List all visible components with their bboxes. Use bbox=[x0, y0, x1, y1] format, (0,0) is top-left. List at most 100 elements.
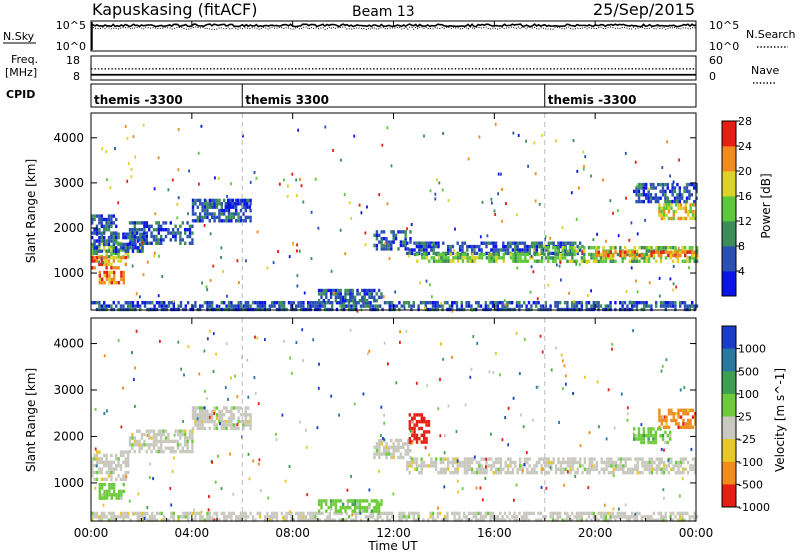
power-cell bbox=[524, 252, 527, 257]
velocity-cell bbox=[663, 425, 666, 429]
power-cell bbox=[191, 212, 195, 216]
power-cell bbox=[592, 301, 595, 305]
velocity-cell bbox=[244, 419, 247, 424]
velocity-cell bbox=[328, 511, 331, 516]
power-cell bbox=[155, 228, 158, 232]
velocity-ytick-label: 2000 bbox=[53, 429, 84, 443]
power-cell bbox=[590, 256, 593, 260]
power-cell bbox=[158, 301, 161, 305]
velocity-speck bbox=[283, 339, 285, 343]
power-cell bbox=[449, 259, 453, 263]
power-speck bbox=[596, 232, 598, 236]
power-cell bbox=[470, 244, 474, 249]
velocity-speck bbox=[368, 488, 371, 492]
power-speck bbox=[644, 218, 646, 222]
velocity-cell bbox=[186, 449, 189, 454]
velocity-speck bbox=[507, 406, 510, 410]
power-cell bbox=[571, 241, 575, 245]
power-cell bbox=[283, 301, 286, 305]
power-cell bbox=[110, 304, 113, 308]
velocity-cell bbox=[454, 471, 457, 475]
power-cell bbox=[602, 253, 605, 258]
velocity-cell bbox=[177, 518, 180, 522]
power-cell bbox=[393, 304, 396, 308]
power-cell bbox=[431, 304, 435, 308]
power-cell bbox=[581, 244, 584, 249]
power-cell bbox=[642, 182, 645, 187]
velocity-speck bbox=[620, 392, 623, 396]
power-cell bbox=[597, 246, 600, 250]
velocity-cell bbox=[131, 432, 134, 437]
velocity-cell bbox=[273, 515, 276, 519]
power-cell bbox=[482, 241, 486, 245]
power-cell bbox=[425, 256, 429, 260]
power-cell bbox=[695, 182, 698, 187]
power-cell bbox=[206, 202, 209, 206]
power-cell bbox=[506, 304, 509, 308]
power-cell bbox=[237, 215, 240, 220]
velocity-cell bbox=[677, 422, 680, 426]
velocity-cell bbox=[677, 471, 680, 475]
velocity-cell bbox=[139, 511, 142, 516]
velocity-speck bbox=[632, 432, 635, 436]
power-cell bbox=[446, 244, 450, 249]
velocity-cell bbox=[316, 511, 319, 516]
power-cell bbox=[674, 250, 677, 254]
power-cell bbox=[673, 189, 677, 194]
power-cell bbox=[422, 248, 426, 252]
velocity-cell bbox=[415, 467, 419, 471]
velocity-cell bbox=[141, 515, 144, 519]
power-speck bbox=[547, 283, 550, 287]
velocity-cell bbox=[427, 464, 431, 468]
velocity-cell bbox=[405, 515, 408, 519]
power-cell bbox=[191, 304, 195, 308]
power-guides bbox=[241, 113, 546, 310]
velocity-cell bbox=[649, 440, 653, 445]
power-cell bbox=[403, 301, 406, 305]
power-cell bbox=[157, 224, 160, 228]
velocity-cell bbox=[665, 415, 668, 419]
velocity-cell bbox=[408, 426, 411, 431]
velocity-cell bbox=[119, 515, 123, 519]
power-cell bbox=[167, 301, 171, 305]
power-cell bbox=[292, 301, 295, 305]
velocity-cell bbox=[634, 467, 637, 471]
power-cell bbox=[230, 212, 233, 216]
velocity-cell bbox=[687, 425, 690, 429]
velocity-speck bbox=[632, 329, 634, 333]
power-cell bbox=[112, 246, 115, 250]
power-cell bbox=[103, 259, 106, 263]
power-speck bbox=[132, 135, 135, 139]
velocity-cell bbox=[131, 436, 134, 440]
power-speck bbox=[291, 172, 294, 176]
power-cell bbox=[377, 288, 381, 293]
velocity-cell bbox=[93, 470, 96, 475]
power-cell bbox=[626, 304, 629, 308]
velocity-cell bbox=[256, 511, 259, 516]
velocity-cell bbox=[91, 460, 94, 464]
power-cell bbox=[131, 228, 134, 232]
velocity-cell bbox=[127, 457, 130, 461]
power-cell bbox=[597, 259, 600, 263]
velocity-cell bbox=[179, 443, 182, 447]
velocity-cell bbox=[160, 446, 163, 450]
power-speck bbox=[266, 266, 269, 270]
velocity-cell bbox=[93, 457, 96, 461]
power-cell bbox=[100, 304, 103, 308]
velocity-cell bbox=[499, 460, 503, 465]
power-cell bbox=[271, 301, 274, 305]
velocity-cell bbox=[353, 499, 357, 503]
power-cell bbox=[573, 252, 576, 257]
velocity-cell bbox=[626, 471, 630, 475]
power-cell bbox=[98, 277, 101, 281]
velocity-speck bbox=[234, 374, 236, 378]
velocity-speck bbox=[613, 426, 616, 430]
power-cell bbox=[375, 230, 379, 234]
velocity-region bbox=[98, 482, 125, 500]
velocity-cell bbox=[411, 426, 414, 431]
velocity-cell bbox=[660, 422, 663, 426]
power-cell bbox=[394, 237, 398, 241]
velocity-cell bbox=[110, 496, 113, 500]
power-cell bbox=[334, 299, 338, 303]
velocity-cell bbox=[590, 464, 594, 468]
